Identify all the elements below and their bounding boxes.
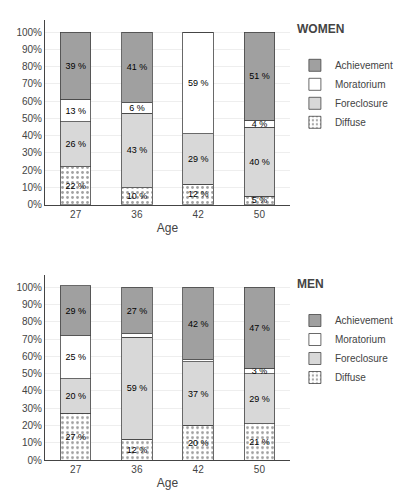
svg-text:27 %: 27 %	[127, 306, 148, 316]
svg-text:36: 36	[131, 209, 143, 220]
svg-text:50%: 50%	[22, 368, 42, 379]
svg-text:Age: Age	[157, 476, 179, 490]
svg-text:90%: 90%	[22, 44, 42, 55]
svg-text:40%: 40%	[22, 130, 42, 141]
svg-text:Diffuse: Diffuse	[335, 372, 366, 383]
svg-text:27: 27	[70, 464, 82, 475]
svg-text:Foreclosure: Foreclosure	[335, 98, 388, 109]
svg-text:30%: 30%	[22, 403, 42, 414]
svg-text:0%: 0%	[28, 455, 43, 466]
svg-text:39 %: 39 %	[65, 61, 86, 71]
svg-text:10 %: 10 %	[127, 191, 148, 201]
svg-text:60%: 60%	[22, 96, 42, 107]
svg-text:27 %: 27 %	[65, 432, 86, 442]
svg-text:20 %: 20 %	[188, 438, 209, 448]
svg-text:43 %: 43 %	[127, 145, 148, 155]
svg-text:Foreclosure: Foreclosure	[335, 353, 388, 364]
svg-text:30%: 30%	[22, 147, 42, 158]
svg-text:42 %: 42 %	[188, 319, 209, 329]
svg-text:29 %: 29 %	[65, 306, 86, 316]
svg-text:29 %: 29 %	[249, 394, 270, 404]
svg-text:WOMEN: WOMEN	[297, 22, 344, 36]
svg-text:Moratorium: Moratorium	[335, 334, 386, 345]
svg-text:MEN: MEN	[297, 277, 324, 291]
svg-text:20 %: 20 %	[65, 391, 86, 401]
svg-text:40 %: 40 %	[249, 157, 270, 167]
svg-text:41 %: 41 %	[127, 62, 148, 72]
svg-text:25 %: 25 %	[65, 352, 86, 362]
svg-text:40%: 40%	[22, 385, 42, 396]
svg-text:51 %: 51 %	[249, 71, 270, 81]
svg-text:50: 50	[254, 464, 266, 475]
svg-text:12 %: 12 %	[188, 189, 209, 199]
svg-text:59 %: 59 %	[127, 383, 148, 393]
svg-text:100%: 100%	[16, 282, 42, 293]
svg-text:4 %: 4 %	[252, 119, 268, 129]
svg-text:Diffuse: Diffuse	[335, 117, 366, 128]
svg-text:60%: 60%	[22, 351, 42, 362]
svg-text:22 %: 22 %	[65, 181, 86, 191]
svg-text:47 %: 47 %	[249, 323, 270, 333]
svg-text:20%: 20%	[22, 420, 42, 431]
svg-text:50%: 50%	[22, 113, 42, 124]
svg-text:Moratorium: Moratorium	[335, 79, 386, 90]
svg-text:37 %: 37 %	[188, 389, 209, 399]
svg-text:0%: 0%	[28, 199, 43, 210]
svg-text:21 %: 21 %	[249, 437, 270, 447]
svg-text:Achievement: Achievement	[335, 60, 393, 71]
svg-text:12 %: 12 %	[127, 445, 148, 455]
svg-text:Age: Age	[157, 221, 179, 235]
svg-text:20%: 20%	[22, 165, 42, 176]
svg-text:59 %: 59 %	[188, 78, 209, 88]
svg-text:6 %: 6 %	[129, 103, 145, 113]
svg-text:36: 36	[131, 464, 143, 475]
svg-text:10%: 10%	[22, 182, 42, 193]
svg-text:29 %: 29 %	[188, 154, 209, 164]
svg-text:5 %: 5 %	[252, 195, 268, 205]
svg-text:26 %: 26 %	[65, 139, 86, 149]
svg-text:80%: 80%	[22, 61, 42, 72]
svg-text:50: 50	[254, 209, 266, 220]
svg-text:100%: 100%	[16, 27, 42, 38]
svg-text:Achievement: Achievement	[335, 315, 393, 326]
svg-text:70%: 70%	[22, 334, 42, 345]
svg-text:10%: 10%	[22, 437, 42, 448]
svg-text:42: 42	[193, 209, 205, 220]
svg-text:13 %: 13 %	[65, 106, 86, 116]
svg-text:70%: 70%	[22, 78, 42, 89]
svg-text:80%: 80%	[22, 316, 42, 327]
svg-text:27: 27	[70, 209, 82, 220]
svg-text:3 %: 3 %	[252, 366, 268, 376]
svg-text:42: 42	[193, 464, 205, 475]
svg-text:90%: 90%	[22, 299, 42, 310]
